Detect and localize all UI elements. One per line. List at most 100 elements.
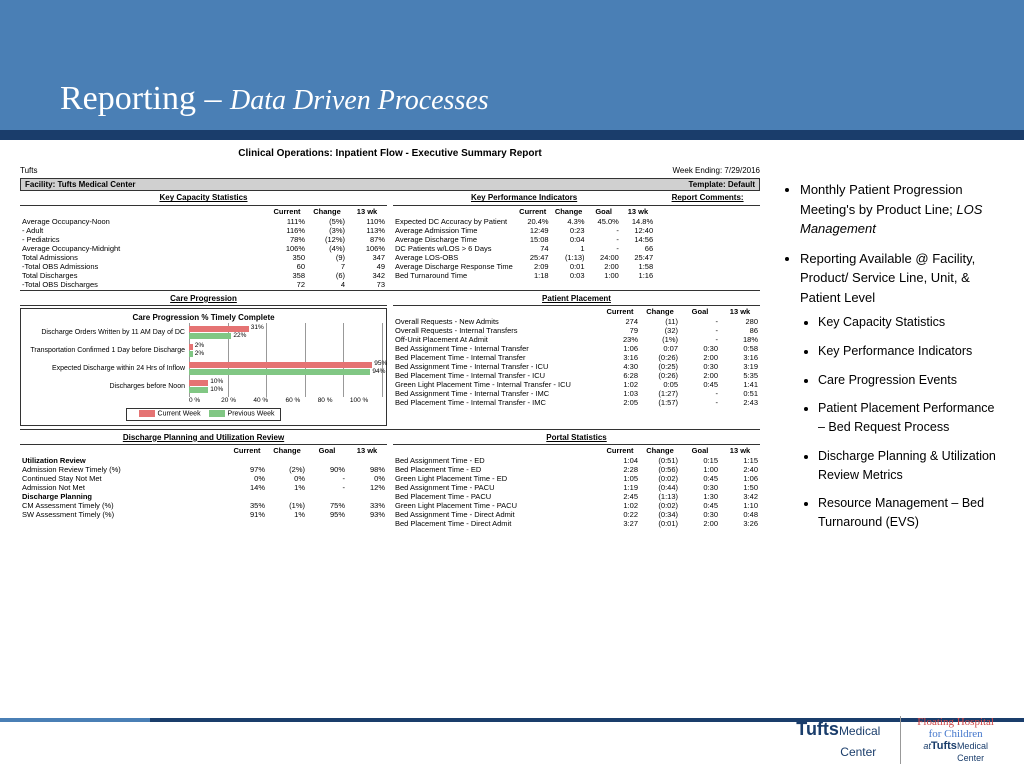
table-row: Total Admissions350(9)347 [20, 253, 387, 262]
table-row: - Pediatrics78%(12%)87% [20, 235, 387, 244]
facility-label: Facility: Tufts Medical Center [25, 180, 136, 190]
chart-bar-row: Transportation Confirmed 1 Day before Di… [25, 343, 382, 359]
table-row: Overall Requests - Internal Transfers79(… [393, 326, 760, 335]
dpur-section: Discharge Planning and Utilization Revie… [20, 431, 387, 529]
care-chart-title: Care Progression % Timely Complete [25, 313, 382, 323]
table-row: Bed Placement Time - ED2:28(0:56)1:002:4… [393, 465, 760, 474]
table-row: Bed Assignment Time - ED1:04(0:51)0:151:… [393, 456, 760, 465]
table-row: - Adult116%(3%)113% [20, 226, 387, 235]
title-banner: Reporting – Data Driven Processes [0, 0, 1024, 130]
title-subtitle: Data Driven Processes [230, 85, 489, 116]
floating-hospital-logo: Floating Hospital for Children atTuftsMe… [900, 716, 994, 764]
table-row: -Total OBS Discharges72473 [20, 280, 387, 289]
report-title: Clinical Operations: Inpatient Flow - Ex… [20, 140, 760, 164]
logo2-b: for Children [929, 728, 983, 740]
kpi-section: Key Performance Indicators CurrentChange… [393, 191, 655, 289]
table-row: Off-Unit Placement At Admit23%(1%)-18% [393, 335, 760, 344]
table-row: DC Patients w/LOS > 6 Days741-66 [393, 244, 655, 253]
bullet-2: Reporting Available @ Facility, Product/… [800, 249, 1004, 532]
table-row: Expected DC Accuracy by Patient20.4%4.3%… [393, 217, 655, 226]
placement-section: Patient Placement CurrentChangeGoal13 wk… [393, 292, 760, 428]
table-row: Average LOS-OBS25:47(1:13)24:0025:47 [393, 253, 655, 262]
table-row: Green Light Placement Time - Internal Tr… [393, 380, 760, 389]
kcs-section: Key Capacity Statistics CurrentChange13 … [20, 191, 387, 289]
comments-section: Report Comments: [655, 191, 760, 289]
legend-swatch-current [139, 410, 155, 417]
report-panel: Clinical Operations: Inpatient Flow - Ex… [20, 140, 760, 708]
care-header: Care Progression [20, 292, 387, 307]
table-row: Bed Assignment Time - Internal Transfer … [393, 389, 760, 398]
legend-current: Current Week [158, 410, 201, 417]
table-row: Bed Placement Time - Internal Transfer -… [393, 371, 760, 380]
table-row: Average Occupancy-Noon111%(5%)110% [20, 217, 387, 226]
facility-bar: Facility: Tufts Medical Center Template:… [20, 178, 760, 192]
logo1-b: Medical [839, 724, 880, 738]
table-row: Average Discharge Response Time2:090:012… [393, 262, 655, 271]
logo1-a: Tufts [796, 719, 839, 739]
table-row: SW Assessment Timely (%)91%1%95%93% [20, 510, 387, 519]
bullet-1: Monthly Patient Progression Meeting's by… [800, 180, 1004, 239]
portal-header: Portal Statistics [393, 431, 760, 446]
content-area: Clinical Operations: Inpatient Flow - Ex… [20, 140, 1004, 708]
table-row: Admission Not Met14%1%-12% [20, 483, 387, 492]
sub-bullet: Resource Management – Bed Turnaround (EV… [818, 494, 1004, 532]
template-label: Template: Default [688, 180, 755, 190]
title-sep: – [196, 80, 230, 117]
table-row: Bed Placement Time - Direct Admit3:27(0:… [393, 519, 760, 528]
table-row: Average Admission Time12:490:23-12:40 [393, 226, 655, 235]
kcs-header: Key Capacity Statistics [20, 191, 387, 206]
logo2-d: Tufts [931, 740, 957, 752]
portal-section: Portal Statistics CurrentChangeGoal13 wk… [393, 431, 760, 529]
logo1-c: Center [840, 745, 876, 759]
org-label: Tufts [20, 166, 37, 176]
chart-bar-row: Expected Discharge within 24 Hrs of Infl… [25, 361, 382, 377]
chart-bar-row: Discharges before Noon10%10% [25, 379, 382, 395]
title-main: Reporting [60, 80, 196, 117]
table-row: Bed Assignment Time - Internal Transfer … [393, 362, 760, 371]
sub-bullet: Key Capacity Statistics [818, 313, 1004, 332]
table-row: Admission Review Timely (%)97%(2%)90%98% [20, 465, 387, 474]
legend-previous: Previous Week [228, 410, 275, 417]
sub-bullet: Key Performance Indicators [818, 342, 1004, 361]
bullet-1a: Monthly Patient Progression Meeting's by… [800, 182, 963, 217]
dpur-header: Discharge Planning and Utilization Revie… [20, 431, 387, 446]
table-row: Bed Assignment Time - PACU1:19(0:44)0:30… [393, 483, 760, 492]
table-row: Total Discharges358(6)342 [20, 271, 387, 280]
logo2-e: Medical [957, 741, 988, 751]
week-ending: Week Ending: 7/29/2016 [673, 166, 760, 176]
bullet-panel: Monthly Patient Progression Meeting's by… [760, 140, 1004, 708]
table-row: Bed Turnaround Time1:180:031:001:16 [393, 271, 655, 280]
sub-bullet: Care Progression Events [818, 371, 1004, 390]
chart-legend: Current Week Previous Week [126, 408, 282, 421]
table-row: Bed Placement Time - PACU2:45(1:13)1:303… [393, 492, 760, 501]
comments-header: Report Comments: [655, 191, 760, 206]
care-chart: Care Progression % Timely Complete Disch… [20, 308, 387, 425]
table-row: CM Assessment Timely (%)35%(1%)75%33% [20, 501, 387, 510]
table-row: Green Light Placement Time - PACU1:02(0:… [393, 501, 760, 510]
footer-logos: TuftsMedicalCenter Floating Hospital for… [796, 716, 994, 764]
legend-swatch-previous [209, 410, 225, 417]
table-row: Average Discharge Time15:080:04-14:56 [393, 235, 655, 244]
chart-bar-row: Discharge Orders Written by 11 AM Day of… [25, 325, 382, 341]
logo2-f: Center [957, 753, 984, 763]
table-row: Green Light Placement Time - ED1:05(0:02… [393, 474, 760, 483]
table-row: Bed Assignment Time - Direct Admit0:22(0… [393, 510, 760, 519]
table-row: Bed Assignment Time - Internal Transfer1… [393, 344, 760, 353]
tufts-logo: TuftsMedical Center [796, 719, 880, 761]
table-row: Bed Placement Time - Internal Transfer3:… [393, 353, 760, 362]
sub-bullet: Patient Placement Performance – Bed Requ… [818, 399, 1004, 437]
slide-title: Reporting – Data Driven Processes [60, 80, 489, 118]
placement-header: Patient Placement [393, 292, 760, 307]
care-section: Care Progression Care Progression % Time… [20, 292, 387, 428]
table-row: Average Occupancy-Midnight106%(4%)106% [20, 244, 387, 253]
logo2-a: Floating Hospital [917, 716, 994, 728]
table-row: -Total OBS Admissions60749 [20, 262, 387, 271]
banner-stripe [0, 130, 1024, 140]
sub-bullet: Discharge Planning & Utilization Review … [818, 447, 1004, 485]
kpi-header: Key Performance Indicators [393, 191, 655, 206]
table-row: Continued Stay Not Met0%0%-0% [20, 474, 387, 483]
logo2-c: at [923, 741, 931, 751]
bullet-2-text: Reporting Available @ Facility, Product/… [800, 251, 975, 305]
table-row: Overall Requests - New Admits274(11)-280 [393, 317, 760, 326]
table-row: Bed Placement Time - Internal Transfer -… [393, 398, 760, 407]
